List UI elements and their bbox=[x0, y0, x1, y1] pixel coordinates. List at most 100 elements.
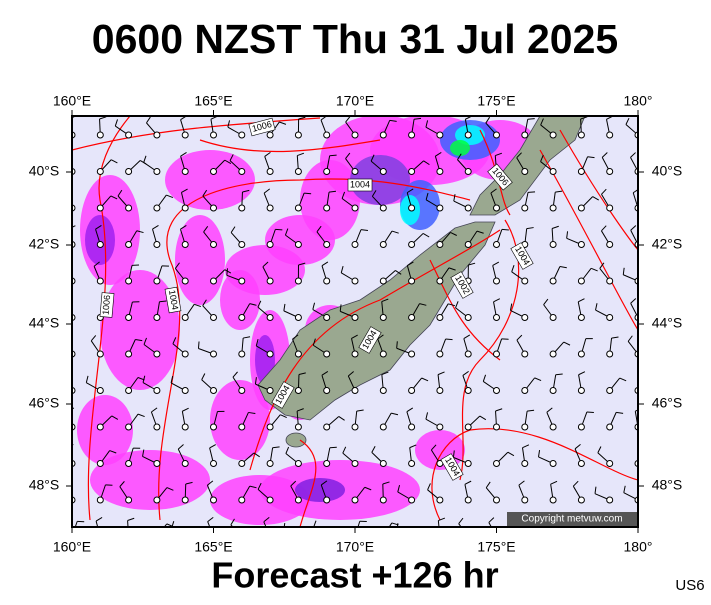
wind-station bbox=[607, 132, 613, 138]
wind-station bbox=[324, 315, 330, 321]
lat-label-right: 40°S bbox=[652, 163, 683, 179]
wind-station bbox=[550, 388, 556, 394]
wind-station bbox=[295, 424, 301, 430]
wind-station bbox=[465, 388, 471, 394]
wind-station bbox=[239, 424, 245, 430]
wind-station bbox=[239, 351, 245, 357]
precipitation bbox=[295, 478, 345, 502]
wind-station bbox=[154, 132, 160, 138]
wind-station bbox=[465, 132, 471, 138]
wind-station bbox=[465, 242, 471, 248]
title: 0600 NZST Thu 31 Jul 2025 bbox=[92, 16, 618, 62]
wind-station bbox=[324, 497, 330, 503]
wind-station bbox=[267, 315, 273, 321]
wind-station bbox=[126, 278, 132, 284]
wind-station bbox=[409, 424, 415, 430]
lat-label-right: 46°S bbox=[652, 395, 683, 411]
wind-station bbox=[154, 242, 160, 248]
wind-station bbox=[295, 205, 301, 211]
wind-barb-feather bbox=[330, 447, 337, 448]
wind-station bbox=[239, 132, 245, 138]
wind-station bbox=[352, 424, 358, 430]
wind-station bbox=[380, 388, 386, 394]
wind-station bbox=[578, 132, 584, 138]
wind-station bbox=[522, 169, 528, 175]
wind-station bbox=[465, 205, 471, 211]
wind-station bbox=[239, 169, 245, 175]
lat-label-left: 42°S bbox=[29, 236, 60, 252]
wind-station bbox=[352, 242, 358, 248]
wind-station bbox=[211, 388, 217, 394]
wind-station bbox=[578, 424, 584, 430]
wind-station bbox=[182, 169, 188, 175]
wind-station bbox=[126, 169, 132, 175]
wind-station bbox=[126, 315, 132, 321]
wind-station bbox=[550, 205, 556, 211]
wind-station bbox=[154, 205, 160, 211]
precipitation bbox=[100, 270, 180, 390]
wind-station bbox=[550, 461, 556, 467]
copyright: Copyright metvuw.com bbox=[521, 514, 622, 525]
wind-station bbox=[409, 169, 415, 175]
wind-station bbox=[324, 205, 330, 211]
wind-station bbox=[522, 278, 528, 284]
wind-station bbox=[182, 461, 188, 467]
wind-barb-feather bbox=[397, 341, 398, 348]
wind-station bbox=[465, 315, 471, 321]
wind-station bbox=[267, 497, 273, 503]
lon-label-bottom: 165°E bbox=[194, 539, 232, 555]
wind-station bbox=[437, 205, 443, 211]
isobar-label: 1004 bbox=[350, 179, 370, 189]
wind-station bbox=[211, 315, 217, 321]
wind-station bbox=[437, 169, 443, 175]
lon-label-top: 170°E bbox=[336, 93, 374, 109]
lon-label-bottom: 180° bbox=[624, 539, 653, 555]
wind-station bbox=[295, 278, 301, 284]
wind-station bbox=[295, 351, 301, 357]
wind-station bbox=[126, 242, 132, 248]
wind-station bbox=[578, 205, 584, 211]
wind-station bbox=[380, 351, 386, 357]
wind-station bbox=[380, 278, 386, 284]
wind-station bbox=[267, 242, 273, 248]
wind-station bbox=[380, 497, 386, 503]
precipitation bbox=[90, 450, 210, 510]
lat-label-right: 42°S bbox=[652, 236, 683, 252]
wind-station bbox=[126, 461, 132, 467]
wind-station bbox=[437, 278, 443, 284]
wind-station bbox=[550, 424, 556, 430]
wind-station bbox=[550, 132, 556, 138]
wind-station bbox=[409, 315, 415, 321]
wind-station bbox=[522, 388, 528, 394]
lat-label-left: 44°S bbox=[29, 315, 60, 331]
wind-station bbox=[352, 132, 358, 138]
wind-station bbox=[182, 351, 188, 357]
wind-station bbox=[437, 132, 443, 138]
wind-station bbox=[267, 205, 273, 211]
wind-station bbox=[550, 242, 556, 248]
wind-station bbox=[352, 497, 358, 503]
wind-station bbox=[295, 388, 301, 394]
wind-station bbox=[182, 242, 188, 248]
wind-barb-feather bbox=[227, 268, 228, 275]
wind-station bbox=[437, 242, 443, 248]
wind-station bbox=[352, 388, 358, 394]
wind-station bbox=[550, 497, 556, 503]
wind-station bbox=[295, 169, 301, 175]
wind-station bbox=[126, 497, 132, 503]
wind-station bbox=[550, 169, 556, 175]
wind-station bbox=[239, 205, 245, 211]
precipitation bbox=[85, 215, 115, 265]
wind-station bbox=[295, 461, 301, 467]
wind-station bbox=[494, 315, 500, 321]
wind-station bbox=[607, 424, 613, 430]
wind-station bbox=[97, 205, 103, 211]
wind-station bbox=[97, 242, 103, 248]
wind-station bbox=[607, 388, 613, 394]
wind-station bbox=[352, 205, 358, 211]
wind-station bbox=[437, 351, 443, 357]
wind-station bbox=[97, 461, 103, 467]
wind-station bbox=[607, 461, 613, 467]
wind-station bbox=[380, 132, 386, 138]
